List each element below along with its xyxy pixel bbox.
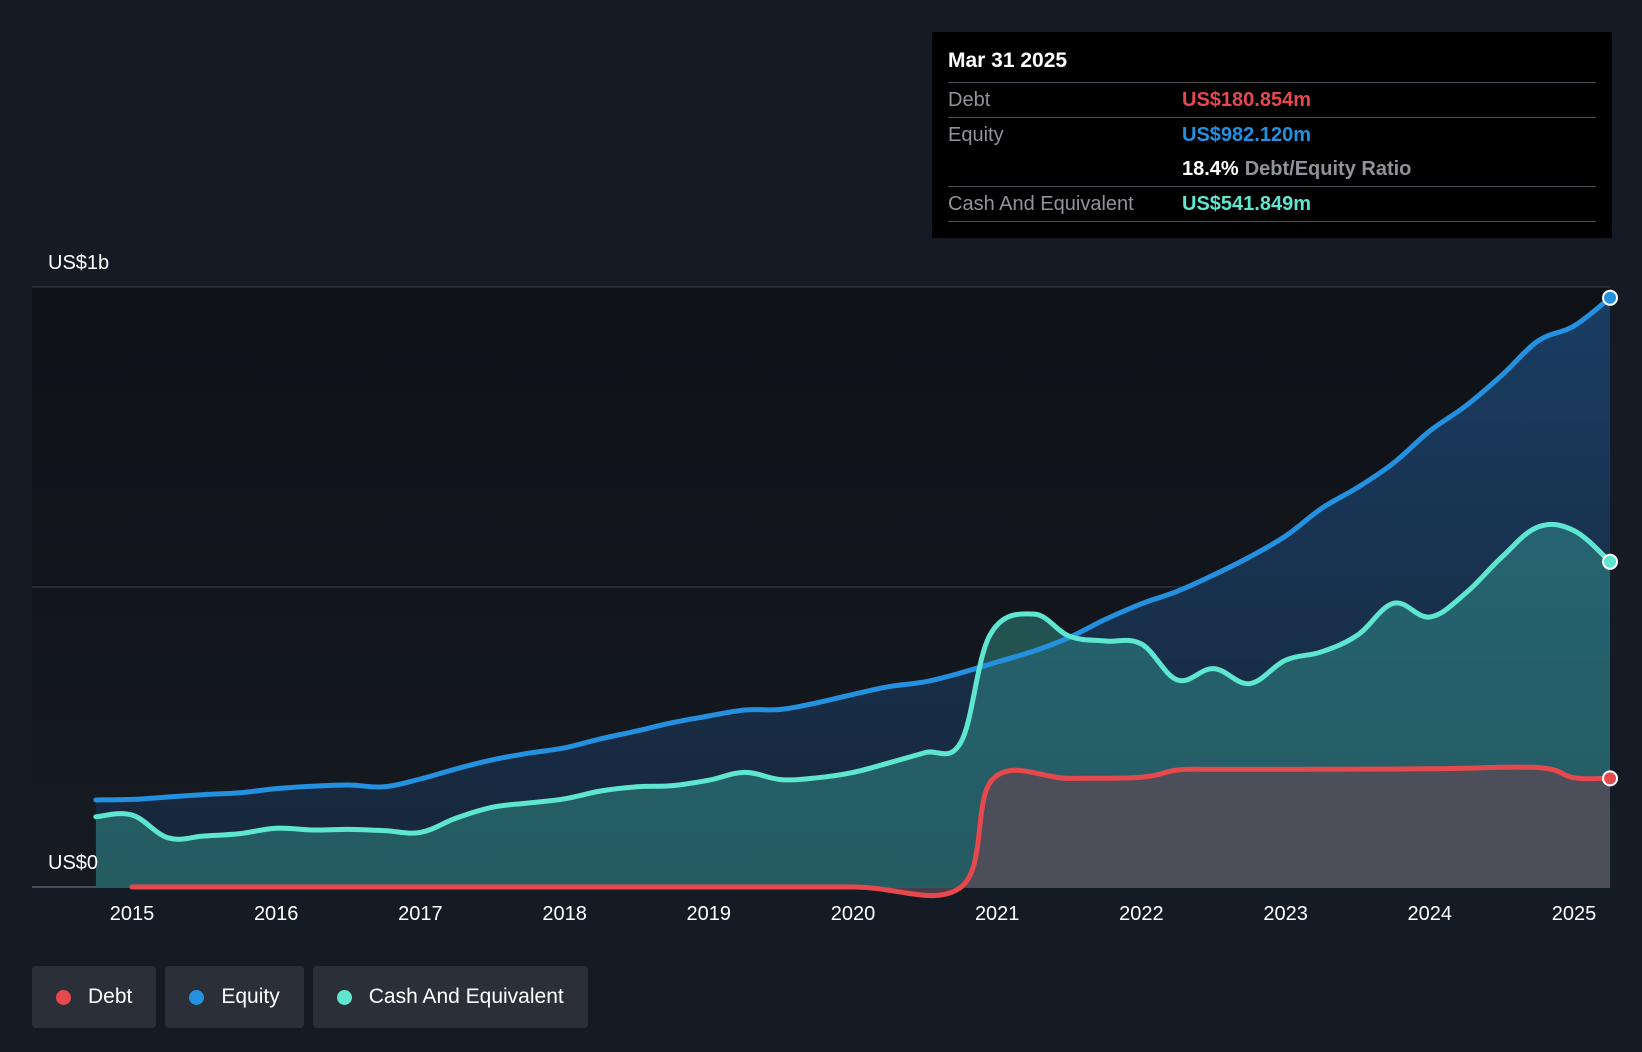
cash-dot-icon xyxy=(336,989,352,1005)
x-tick-label-2015: 2015 xyxy=(110,903,155,925)
line-layer xyxy=(93,289,1619,899)
legend-label-cash: Cash And Equivalent xyxy=(368,985,564,1008)
tooltip-row-debt: Debt US$180.854m xyxy=(948,82,1596,117)
tooltip-value-equity: US$982.120m xyxy=(1182,123,1311,146)
legend-item-debt[interactable]: Debt xyxy=(32,966,157,1028)
tooltip: Mar 31 2025 Debt US$180.854m Equity US$9… xyxy=(932,32,1612,238)
tick-layer: 2015 2016 2017 2018 2019 2020 2021 2022 2023 2024… xyxy=(110,903,1597,925)
tooltip-value-debt: US$180.854m xyxy=(1182,88,1311,111)
legend-item-equity[interactable]: Equity xyxy=(165,966,304,1028)
tooltip-date: Mar 31 2025 xyxy=(948,49,1068,72)
x-tick-label-2016: 2016 xyxy=(254,903,299,925)
equity-end-point xyxy=(1602,289,1619,306)
y-tick-label-top: US$1b xyxy=(48,252,109,274)
legend-label-debt: Debt xyxy=(88,985,133,1008)
debt-line xyxy=(129,764,1613,899)
x-tick-label-2019: 2019 xyxy=(687,903,732,925)
legend: Debt Equity Cash And Equivalent xyxy=(32,966,588,1028)
tooltip-ratio-value: 18.4% xyxy=(1182,157,1239,180)
equity-dot-icon xyxy=(189,989,205,1005)
x-tick-label-2022: 2022 xyxy=(1119,903,1164,925)
tooltip-value-cash: US$541.849m xyxy=(1182,192,1311,215)
tooltip-label-cash: Cash And Equivalent xyxy=(948,192,1134,215)
x-tick-label-2021: 2021 xyxy=(975,903,1020,925)
tooltip-row-equity: Equity US$982.120m xyxy=(948,117,1596,152)
x-tick-label-2018: 2018 xyxy=(542,903,587,925)
cash-and-equivalent-end-point xyxy=(1602,553,1619,570)
debt-dot-icon xyxy=(56,989,71,1005)
x-tick-label-2023: 2023 xyxy=(1263,903,1308,925)
x-tick-label-2020: 2020 xyxy=(831,903,876,925)
tooltip-ratio-text: Debt/Equity Ratio xyxy=(1244,157,1412,180)
legend-label-equity: Equity xyxy=(221,985,280,1008)
equity-area xyxy=(95,297,1611,887)
tooltip-label-debt: Debt xyxy=(948,88,991,111)
x-tick-label-2024: 2024 xyxy=(1408,903,1453,925)
cash-and-equivalent-line xyxy=(93,521,1613,842)
x-tick-label-2025: 2025 xyxy=(1552,903,1597,925)
equity-line xyxy=(93,295,1613,803)
area-layer xyxy=(95,297,1611,896)
tooltip-row-ratio: 18.4% Debt/Equity Ratio xyxy=(948,152,1596,186)
debt-end-point xyxy=(1602,770,1619,787)
debt-area xyxy=(132,767,1611,896)
tooltip-row-cash: Cash And Equivalent US$541.849m xyxy=(948,186,1596,222)
legend-item-cash[interactable]: Cash And Equivalent xyxy=(312,966,588,1028)
y-tick-label-bottom: US$0 xyxy=(48,852,98,874)
tooltip-label-equity: Equity xyxy=(948,123,1004,146)
x-tick-label-2017: 2017 xyxy=(398,903,443,925)
